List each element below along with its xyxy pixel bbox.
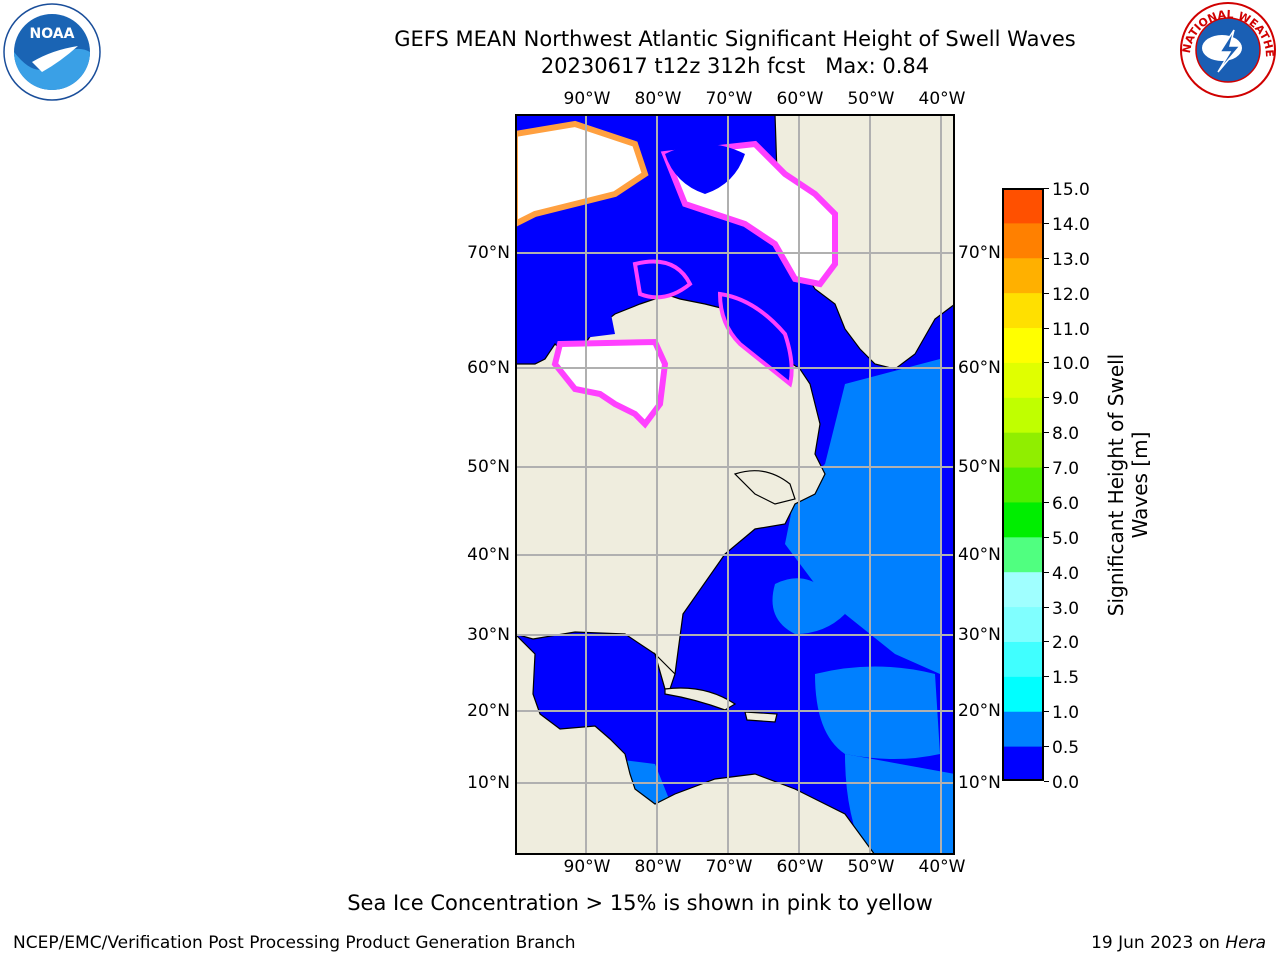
noaa-logo-text: NOAA: [30, 26, 75, 42]
lon-label-top: 50°W: [847, 89, 895, 109]
colorbar-band: [1002, 327, 1044, 363]
colorbar-band: [1002, 571, 1044, 608]
colorbar-label-line2: Waves [m]: [1128, 431, 1152, 539]
lat-label-left: 60°N: [467, 358, 510, 378]
colorbar-label: Significant Height of Swell Waves [m]: [1104, 354, 1152, 616]
lon-label-top: 80°W: [634, 89, 682, 109]
lat-label-left: 40°N: [467, 545, 510, 565]
colorbar-label-line1: Significant Height of Swell: [1104, 353, 1128, 617]
colorbar-band: [1002, 641, 1044, 677]
lat-label-left: 70°N: [467, 243, 510, 263]
colorbar-tick-mark: [1044, 676, 1049, 678]
colorbar-tick-label: 5.0: [1052, 528, 1080, 549]
colorbar-band: [1002, 257, 1044, 294]
lat-label-right: 70°N: [958, 243, 1001, 263]
map-subtitle: 20230617 t12z 312h fcst Max: 0.84: [540, 54, 930, 78]
lon-label-bottom: 70°W: [705, 857, 753, 877]
colorbar-frame: [1002, 188, 1044, 781]
lon-label-top: 90°W: [563, 89, 611, 109]
colorbar-band: [1002, 746, 1044, 781]
colorbar-tick-label: 0.5: [1052, 738, 1080, 759]
colorbar-tick-mark: [1044, 292, 1049, 294]
colorbar-tick-mark: [1044, 571, 1049, 573]
lon-label-top: 60°W: [776, 89, 824, 109]
colorbar-tick-mark: [1044, 432, 1049, 434]
lat-label-left: 20°N: [467, 701, 510, 721]
newfoundland: [733, 470, 796, 505]
lon-label-top: 70°W: [705, 89, 753, 109]
colorbar-tick-label: 0.0: [1052, 773, 1080, 793]
colorbar-tick-label: 13.0: [1052, 249, 1090, 270]
colorbar-band: [1002, 397, 1044, 433]
colorbar-tick-mark: [1044, 641, 1049, 643]
map-panel: [515, 114, 955, 855]
footer-machine: Hera: [1225, 933, 1266, 953]
colorbar-tick-mark: [1044, 536, 1049, 538]
colorbar-tick-label: 12.0: [1052, 284, 1090, 305]
colorbar-band: [1002, 292, 1044, 329]
colorbar-tick-label: 1.0: [1052, 703, 1080, 724]
colorbar-tick-mark: [1044, 501, 1049, 503]
lat-label-right: 50°N: [958, 457, 1001, 477]
footer-branch: NCEP/EMC/Verification Post Processing Pr…: [13, 933, 576, 953]
colorbar-band: [1002, 501, 1044, 538]
colorbar-band: [1002, 467, 1044, 503]
colorbar-tick-mark: [1044, 781, 1049, 782]
lon-label-bottom: 80°W: [634, 857, 682, 877]
lon-label-bottom: 90°W: [563, 857, 611, 877]
lat-label-right: 10°N: [958, 773, 1001, 793]
colorbar-tick-label: 3.0: [1052, 598, 1080, 619]
colorbar-tick-label: 6.0: [1052, 493, 1080, 514]
colorbar-tick-mark: [1044, 467, 1049, 469]
lon-label-top: 40°W: [918, 89, 966, 109]
graticule: [515, 114, 955, 855]
sea-ice-regions: [515, 120, 838, 429]
colorbar-tick-label: 7.0: [1052, 459, 1080, 480]
colorbar-band: [1002, 676, 1044, 712]
lon-label-bottom: 60°W: [776, 857, 824, 877]
colorbar-tick-mark: [1044, 746, 1049, 748]
lat-label-right: 40°N: [958, 545, 1001, 565]
colorbar-tick-label: 11.0: [1052, 319, 1090, 340]
sea-ice-footnote: Sea Ice Concentration > 15% is shown in …: [347, 891, 933, 915]
map-title: GEFS MEAN Northwest Atlantic Significant…: [394, 27, 1076, 51]
map-frame: [515, 114, 955, 855]
colorbar-tick-label: 14.0: [1052, 214, 1090, 235]
lat-label-right: 30°N: [958, 625, 1001, 645]
colorbar-tick-mark: [1044, 188, 1049, 189]
colorbar-tick-mark: [1044, 327, 1049, 329]
lat-label-right: 60°N: [958, 358, 1001, 378]
colorbar-tick-label: 9.0: [1052, 389, 1080, 410]
colorbar-tick-mark: [1044, 362, 1049, 364]
lon-label-bottom: 40°W: [918, 857, 966, 877]
nws-logo: NATIONAL WEATHER SERVICE: [1178, 0, 1276, 98]
lat-label-left: 30°N: [467, 625, 510, 645]
colorbar-band: [1002, 711, 1044, 747]
footer-date-text: 19 Jun 2023 on: [1091, 933, 1220, 953]
noaa-logo: NOAA: [3, 3, 101, 101]
colorbar-tick-label: 1.5: [1052, 668, 1080, 689]
colorbar-tick-label: 8.0: [1052, 424, 1080, 445]
lat-label-right: 20°N: [958, 701, 1001, 721]
colorbar-tick-mark: [1044, 222, 1049, 224]
colorbar-band: [1002, 362, 1044, 398]
colorbar: [1002, 188, 1044, 781]
colorbar-tick-mark: [1044, 606, 1049, 608]
footer-date: 19 Jun 2023 on Hera: [1091, 933, 1266, 953]
lat-label-left: 10°N: [467, 773, 510, 793]
colorbar-tick-label: 15.0: [1052, 180, 1090, 200]
colorbar-band: [1002, 432, 1044, 468]
colorbar-tick-label: 2.0: [1052, 633, 1080, 654]
colorbar-tick-label: 10.0: [1052, 354, 1090, 375]
lat-label-left: 50°N: [467, 457, 510, 477]
colorbar-tick-mark: [1044, 397, 1049, 399]
colorbar-tick-label: 4.0: [1052, 563, 1080, 584]
colorbar-band: [1002, 222, 1044, 259]
colorbar-band: [1002, 536, 1044, 573]
colorbar-tick-mark: [1044, 257, 1049, 259]
lon-label-bottom: 50°W: [847, 857, 895, 877]
colorbar-tick-mark: [1044, 711, 1049, 713]
colorbar-band: [1002, 188, 1044, 224]
colorbar-band: [1002, 606, 1044, 642]
